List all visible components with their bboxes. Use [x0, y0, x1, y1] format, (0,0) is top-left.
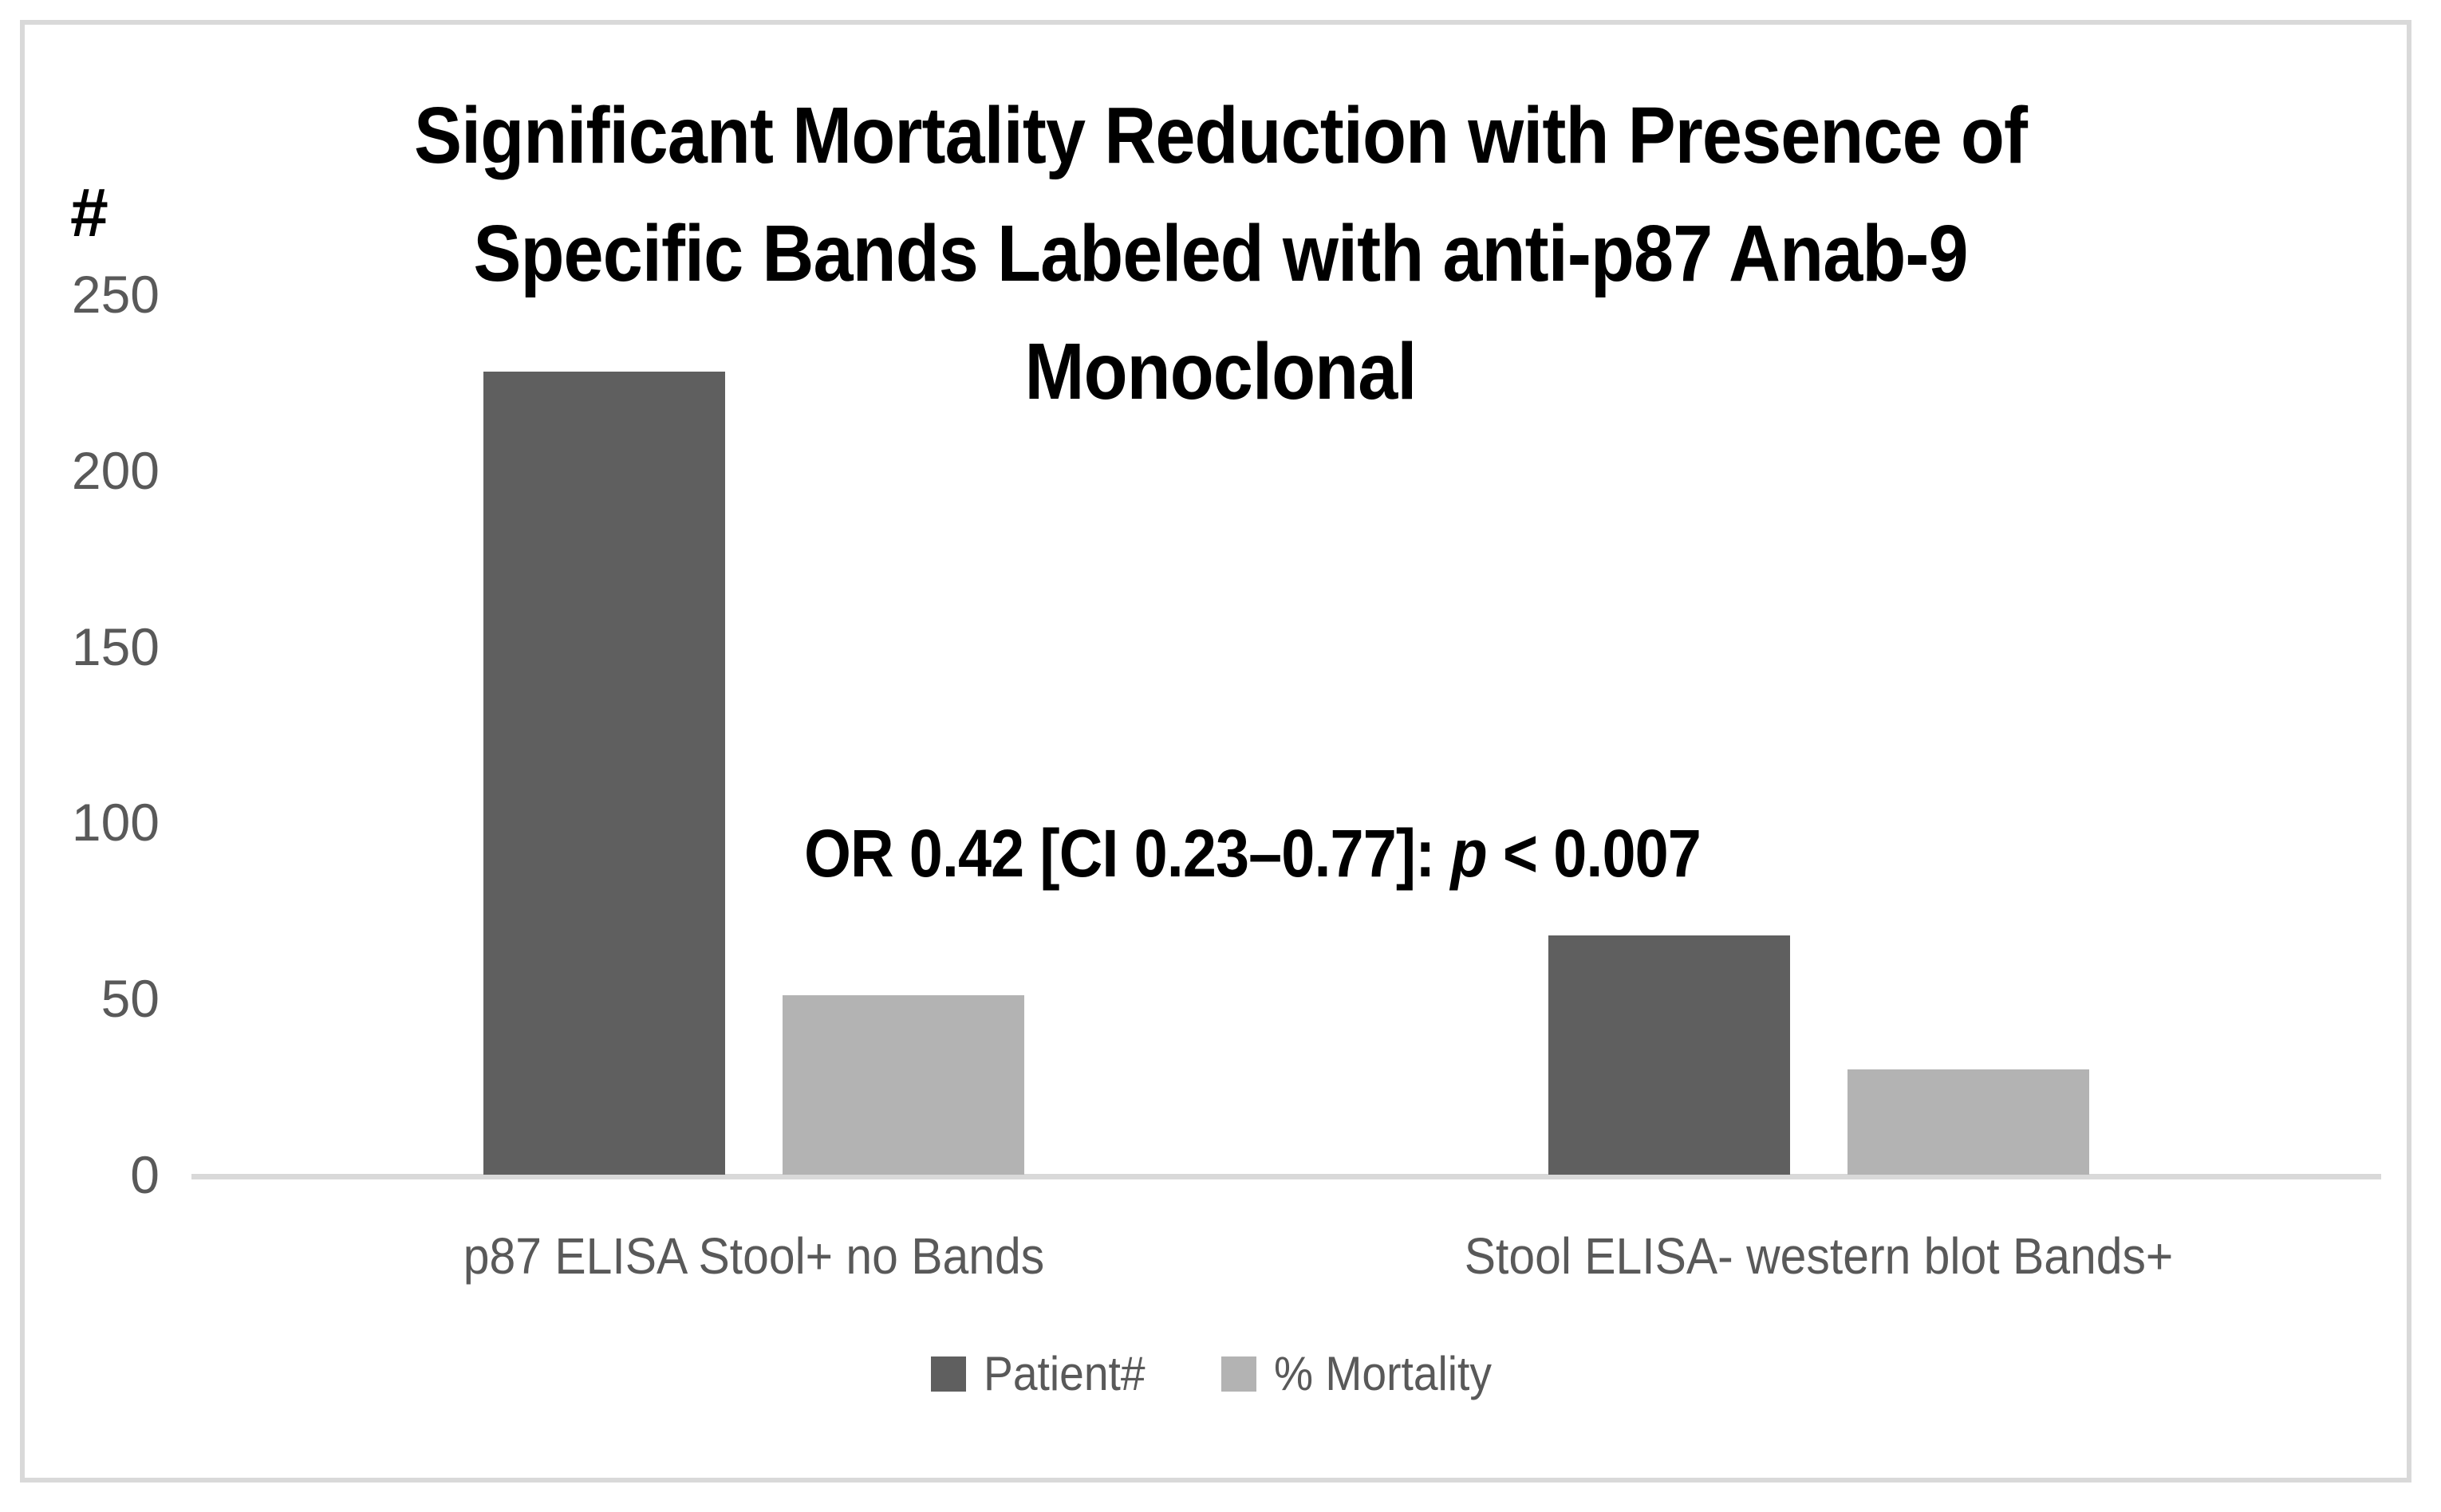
legend-label: Patient# — [983, 1347, 1146, 1400]
bar-patient-group2 — [1548, 935, 1790, 1175]
annotation-text-after: < 0.007 — [1486, 816, 1702, 891]
chart-border — [20, 20, 2411, 1482]
chart-title-line: Specific Bands Labeled with anti-p87 Ana… — [473, 209, 1968, 298]
x-axis-line — [191, 1174, 2381, 1179]
legend: Patient# % Mortality — [0, 1346, 2441, 1401]
bar-patient-group1 — [483, 372, 725, 1175]
chart-title: Significant Mortality Reduction with Pre… — [0, 77, 2441, 431]
y-tick-label: 50 — [101, 969, 160, 1029]
y-tick-label: 150 — [71, 616, 160, 676]
annotation: OR 0.42 [CI 0.23–0.77]: p < 0.007 — [804, 815, 1702, 892]
annotation-p-italic: p — [1450, 816, 1487, 891]
legend-item: Patient# — [930, 1346, 1159, 1401]
legend-label: % Mortality — [1273, 1347, 1492, 1400]
chart-title-line: Significant Mortality Reduction with Pre… — [413, 91, 2028, 180]
legend-swatch — [930, 1356, 966, 1392]
annotation-text: OR 0.42 [CI 0.23–0.77]: — [804, 816, 1451, 891]
legend-swatch — [1220, 1356, 1256, 1392]
chart-title-line: Monoclonal — [1024, 327, 1418, 416]
y-tick-label: 200 — [71, 440, 160, 500]
y-axis-title: # — [70, 175, 108, 251]
y-tick-label: 0 — [130, 1145, 160, 1204]
y-tick-label: 250 — [71, 265, 160, 324]
bar-mortality-group2 — [1848, 1069, 2089, 1175]
y-tick-label: 100 — [71, 793, 160, 852]
x-category-label: p87 ELISA Stool+ no Bands — [463, 1227, 1045, 1285]
legend-item: % Mortality — [1220, 1346, 1511, 1401]
bar-mortality-group1 — [783, 994, 1024, 1175]
x-category-label: Stool ELISA- western blot Bands+ — [1464, 1227, 2174, 1285]
